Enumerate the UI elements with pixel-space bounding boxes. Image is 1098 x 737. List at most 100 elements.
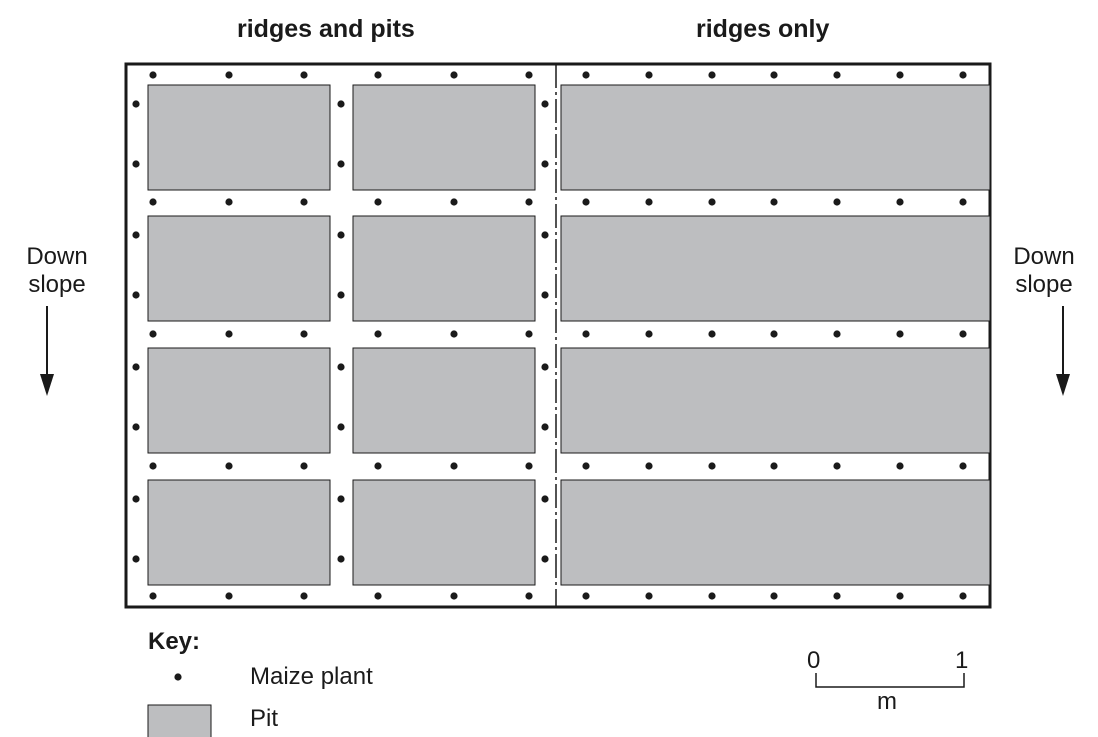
scale-bar <box>815 673 965 688</box>
key-title: Key: <box>148 628 201 655</box>
maize-plant-icon <box>959 71 967 79</box>
maize-plant-icon <box>225 330 233 338</box>
maize-plant-icon <box>541 495 549 503</box>
right-slope-line2: slope <box>1015 271 1073 298</box>
maize-plant-icon <box>582 592 590 600</box>
maize-plant-icon <box>833 592 841 600</box>
maize-plant-icon <box>833 198 841 206</box>
maize-plant-icon <box>132 495 140 503</box>
maize-plant-icon <box>225 71 233 79</box>
maize-plant-icon <box>582 330 590 338</box>
maize-plant-icon <box>708 198 716 206</box>
maize-plant-icon <box>149 198 157 206</box>
pit <box>147 84 331 191</box>
pit <box>147 347 331 454</box>
maize-plant-icon <box>770 462 778 470</box>
pit <box>147 479 331 586</box>
maize-plant-icon <box>541 423 549 431</box>
maize-plant-icon <box>959 592 967 600</box>
maize-plants-group <box>132 71 967 600</box>
maize-plant-icon <box>959 330 967 338</box>
maize-plant-icon <box>896 592 904 600</box>
scale-end-label: 1 <box>955 647 969 674</box>
maize-plant-icon <box>132 423 140 431</box>
maize-plant-icon <box>525 198 533 206</box>
maize-plant-icon <box>225 462 233 470</box>
maize-plant-icon <box>541 555 549 563</box>
maize-plant-icon <box>525 592 533 600</box>
maize-plant-icon <box>374 71 382 79</box>
left-slope-line1: Down <box>26 243 88 270</box>
maize-plant-icon <box>525 462 533 470</box>
maize-plant-icon <box>374 198 382 206</box>
maize-plant-icon <box>708 462 716 470</box>
pit <box>352 84 536 191</box>
maize-plant-icon <box>896 330 904 338</box>
key-pit-swatch <box>147 704 212 737</box>
maize-plant-icon <box>225 592 233 600</box>
key-maize-plant-label: Maize plant <box>250 663 373 690</box>
maize-plant-icon <box>770 592 778 600</box>
pit <box>147 215 331 322</box>
maize-plant-icon <box>374 462 382 470</box>
maize-plant-icon <box>450 71 458 79</box>
maize-plant-icon <box>450 198 458 206</box>
maize-plant-icon <box>541 291 549 299</box>
maize-plant-icon <box>833 71 841 79</box>
maize-plant-icon <box>149 462 157 470</box>
pit <box>352 347 536 454</box>
pit <box>352 215 536 322</box>
scale-start-label: 0 <box>807 647 821 674</box>
maize-plant-icon <box>896 462 904 470</box>
key-maize-plant-icon <box>174 673 182 681</box>
maize-plant-icon <box>896 198 904 206</box>
maize-plant-icon <box>149 330 157 338</box>
maize-plant-icon <box>132 160 140 168</box>
maize-plant-icon <box>450 462 458 470</box>
maize-plant-icon <box>959 462 967 470</box>
maize-plant-icon <box>770 71 778 79</box>
pits-group <box>147 84 991 586</box>
maize-plant-icon <box>337 291 345 299</box>
maize-plant-icon <box>132 100 140 108</box>
maize-plant-icon <box>132 363 140 371</box>
maize-plant-icon <box>337 363 345 371</box>
ridge-channel-pit <box>560 215 991 322</box>
maize-plant-icon <box>525 330 533 338</box>
maize-plant-icon <box>149 592 157 600</box>
maize-plant-icon <box>582 198 590 206</box>
maize-plant-icon <box>374 592 382 600</box>
maize-plant-icon <box>132 555 140 563</box>
maize-plant-icon <box>645 330 653 338</box>
maize-plant-icon <box>374 330 382 338</box>
maize-plant-icon <box>645 198 653 206</box>
left-slope-line2: slope <box>28 271 86 298</box>
maize-plant-icon <box>149 71 157 79</box>
maize-plant-icon <box>337 495 345 503</box>
pit <box>352 479 536 586</box>
maize-plant-icon <box>525 71 533 79</box>
maize-plant-icon <box>225 198 233 206</box>
maize-plant-icon <box>541 231 549 239</box>
maize-plant-icon <box>833 330 841 338</box>
maize-plant-icon <box>833 462 841 470</box>
maize-plant-icon <box>300 198 308 206</box>
heading-ridges-and-pits: ridges and pits <box>237 15 415 43</box>
maize-plant-icon <box>300 330 308 338</box>
maize-plant-icon <box>337 555 345 563</box>
heading-ridges-only: ridges only <box>696 15 830 43</box>
maize-plant-icon <box>300 592 308 600</box>
maize-plant-icon <box>645 592 653 600</box>
maize-plant-icon <box>337 231 345 239</box>
right-slope-label: Down slope <box>984 243 1098 299</box>
maize-plant-icon <box>708 592 716 600</box>
maize-plant-icon <box>645 462 653 470</box>
maize-plant-icon <box>450 330 458 338</box>
maize-plant-icon <box>337 100 345 108</box>
maize-plant-icon <box>582 71 590 79</box>
right-slope-line1: Down <box>1013 243 1075 270</box>
maize-plant-icon <box>770 198 778 206</box>
maize-plant-icon <box>337 423 345 431</box>
key-pit-label: Pit <box>250 705 279 732</box>
